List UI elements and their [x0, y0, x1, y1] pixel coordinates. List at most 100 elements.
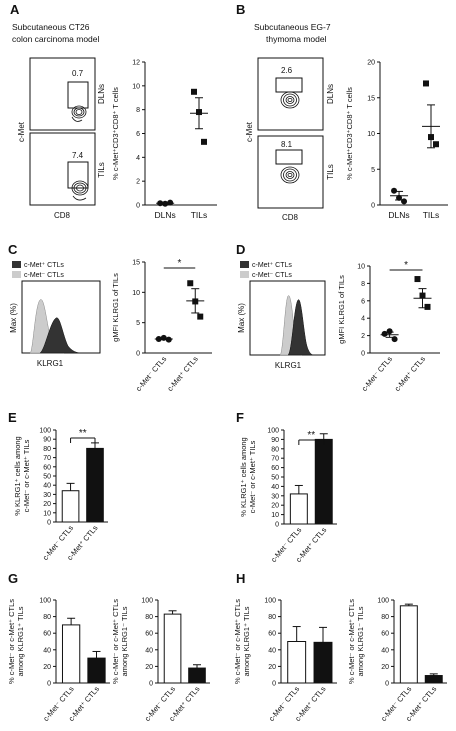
y-axis-label: % KLRG1⁺ cells among — [13, 436, 22, 515]
y-tick-label: 60 — [145, 631, 153, 638]
panel-letter-e: E — [8, 410, 17, 425]
y-tick-label: 70 — [43, 455, 51, 462]
y-axis-label: % c-Met⁺CD3⁺CD8⁺ T cells — [345, 87, 354, 180]
x-tick-label: c-Met⁻ CTLs — [360, 354, 395, 393]
bar — [289, 493, 308, 525]
flow-contour-a-dlns — [71, 105, 87, 122]
y-tick-label: 100 — [267, 428, 279, 435]
bar — [188, 667, 206, 684]
y-tick-label: 10 — [132, 290, 140, 297]
chart-d-dot: 0 2 4 6 8 10 gMFI KLRG1 of TILs c-Met⁻ CTLsc-Me… — [337, 260, 440, 393]
flow-box-b-tils — [257, 135, 324, 209]
y-tick-label: 2 — [136, 179, 140, 186]
y-tick-label: 80 — [43, 446, 51, 453]
y-tick-label: 15 — [367, 95, 375, 102]
bar — [313, 641, 333, 684]
legend-swatch-cmet-pos — [12, 261, 21, 268]
y-tick-label: 0 — [385, 681, 389, 688]
chart-h-bar-2: 0 20 40 60 80 100 % c-Met⁻ or c-Met⁺ CTLs among… — [347, 598, 447, 723]
x-tick-label: c-Met⁺ CTLs — [165, 354, 200, 393]
panel-letter-a: A — [10, 2, 20, 17]
y-tick-label: 12 — [132, 60, 140, 67]
y-axis-label: among KLRG1⁺ TILs — [242, 606, 251, 676]
y-tick-label: 5 — [371, 167, 375, 174]
chart-c-dot: 0 5 10 15 gMFI KLRG1 of TILs c-Met⁻ CTLsc-Met… — [111, 258, 212, 393]
legend-swatch-cmet-pos — [240, 261, 249, 268]
y-tick-label: 20 — [145, 664, 153, 671]
y-tick-label: 80 — [268, 614, 276, 621]
y-tick-label: 5 — [136, 320, 140, 327]
y-tick-label: 100 — [39, 428, 51, 435]
y-tick-label: 20 — [367, 60, 375, 67]
significance-marker: ** — [307, 430, 315, 441]
bar — [86, 447, 104, 523]
bar — [399, 605, 418, 684]
y-tick-label: 10 — [43, 510, 51, 517]
panel-letter-c: C — [8, 242, 18, 257]
legend-swatch-cmet-neg — [240, 271, 249, 278]
y-tick-label: 0 — [47, 520, 51, 527]
y-tick-label: 20 — [381, 664, 389, 671]
flow-gate-percent: 2.6 — [281, 66, 293, 75]
y-tick-label: 0 — [47, 681, 51, 688]
y-tick-label: 90 — [43, 437, 51, 444]
flow-plot-b: 2.6 8.1 c-Met CD8 DLNs TILs — [245, 57, 335, 222]
flow-contour-b-dlns — [280, 91, 300, 109]
data-point-square — [197, 313, 204, 320]
y-tick-label: 100 — [377, 598, 389, 605]
y-tick-label: 60 — [271, 465, 279, 472]
flow-box-b-dlns — [257, 57, 324, 131]
y-tick-label: 6 — [361, 298, 365, 305]
y-tick-label: 6 — [136, 131, 140, 138]
bar — [61, 624, 81, 684]
flow-gate-percent: 8.1 — [281, 140, 293, 149]
x-tick-label: TILs — [191, 210, 208, 220]
flow-box-a-dlns — [29, 57, 96, 131]
y-axis-label: gMFI KLRG1 of TILs — [337, 275, 346, 344]
panel-letter-f: F — [236, 410, 244, 425]
bar — [314, 438, 333, 525]
y-axis-label: % c-Met⁻ or c-Met⁺ CTLs — [7, 599, 16, 684]
y-axis-label: c-Met⁻ or c-Met⁺ TILs — [248, 440, 257, 513]
legend-label: c-Met⁺ CTLs — [24, 262, 64, 269]
y-tick-label: 40 — [268, 647, 276, 654]
flow-gate-a-tils — [67, 161, 89, 189]
flow-row-label: DLNs — [97, 84, 106, 104]
x-tick-label: c-Met⁻ CTLs — [134, 354, 169, 393]
y-tick-label: 20 — [43, 501, 51, 508]
histogram-d: c-Met⁺ CTLs c-Met⁻ CTLs Max (%) KLRG1 — [237, 261, 326, 370]
chart-f-bar: 0 10 20 30 40 50 60 70 80 90 100 % KLRG1⁺ cells amo… — [239, 428, 337, 564]
y-tick-label: 100 — [264, 598, 276, 605]
y-tick-label: 0 — [275, 522, 279, 529]
data-point-square — [424, 303, 431, 310]
y-tick-label: 80 — [271, 446, 279, 453]
y-tick-label: 80 — [145, 614, 153, 621]
bar — [87, 657, 106, 684]
y-axis-label: % c-Met⁻ or c-Met⁺ CTLs — [347, 599, 356, 684]
histogram-c: c-Met⁺ CTLs c-Met⁻ CTLs Max (%) KLRG1 — [9, 261, 101, 368]
y-tick-label: 50 — [43, 474, 51, 481]
y-tick-label: 30 — [271, 493, 279, 500]
y-axis-label: % c-Met⁻ or c-Met⁺ CTLs — [233, 599, 242, 684]
panel-letter-g: G — [8, 571, 18, 586]
data-point-circle — [401, 198, 408, 205]
flow-contour-b-tils — [280, 166, 300, 184]
data-point-circle — [391, 187, 398, 194]
y-tick-label: 80 — [381, 614, 389, 621]
y-tick-label: 2 — [361, 333, 365, 340]
y-tick-label: 0 — [136, 351, 140, 358]
panel-b-title-line-1: Subcutaneous EG-7 — [254, 22, 331, 32]
y-tick-label: 0 — [149, 681, 153, 688]
y-tick-label: 40 — [43, 483, 51, 490]
y-axis-label: c-Met⁻ or c-Met⁺ TILs — [22, 439, 31, 512]
data-point-circle — [386, 328, 393, 335]
chart-e-bar: 0 10 20 30 40 50 60 70 80 90 100 % KLRG1⁺ cells amo… — [13, 428, 108, 562]
y-tick-label: 50 — [271, 475, 279, 482]
y-tick-label: 60 — [381, 631, 389, 638]
flow-gate-b-tils — [275, 149, 303, 165]
flow-row-label: DLNs — [326, 84, 335, 104]
y-axis-label: % c-Met⁻ or c-Met⁺ CTLs — [111, 599, 120, 684]
legend-label: c-Met⁺ CTLs — [252, 262, 292, 269]
flow-gate-b-dlns — [275, 77, 303, 93]
